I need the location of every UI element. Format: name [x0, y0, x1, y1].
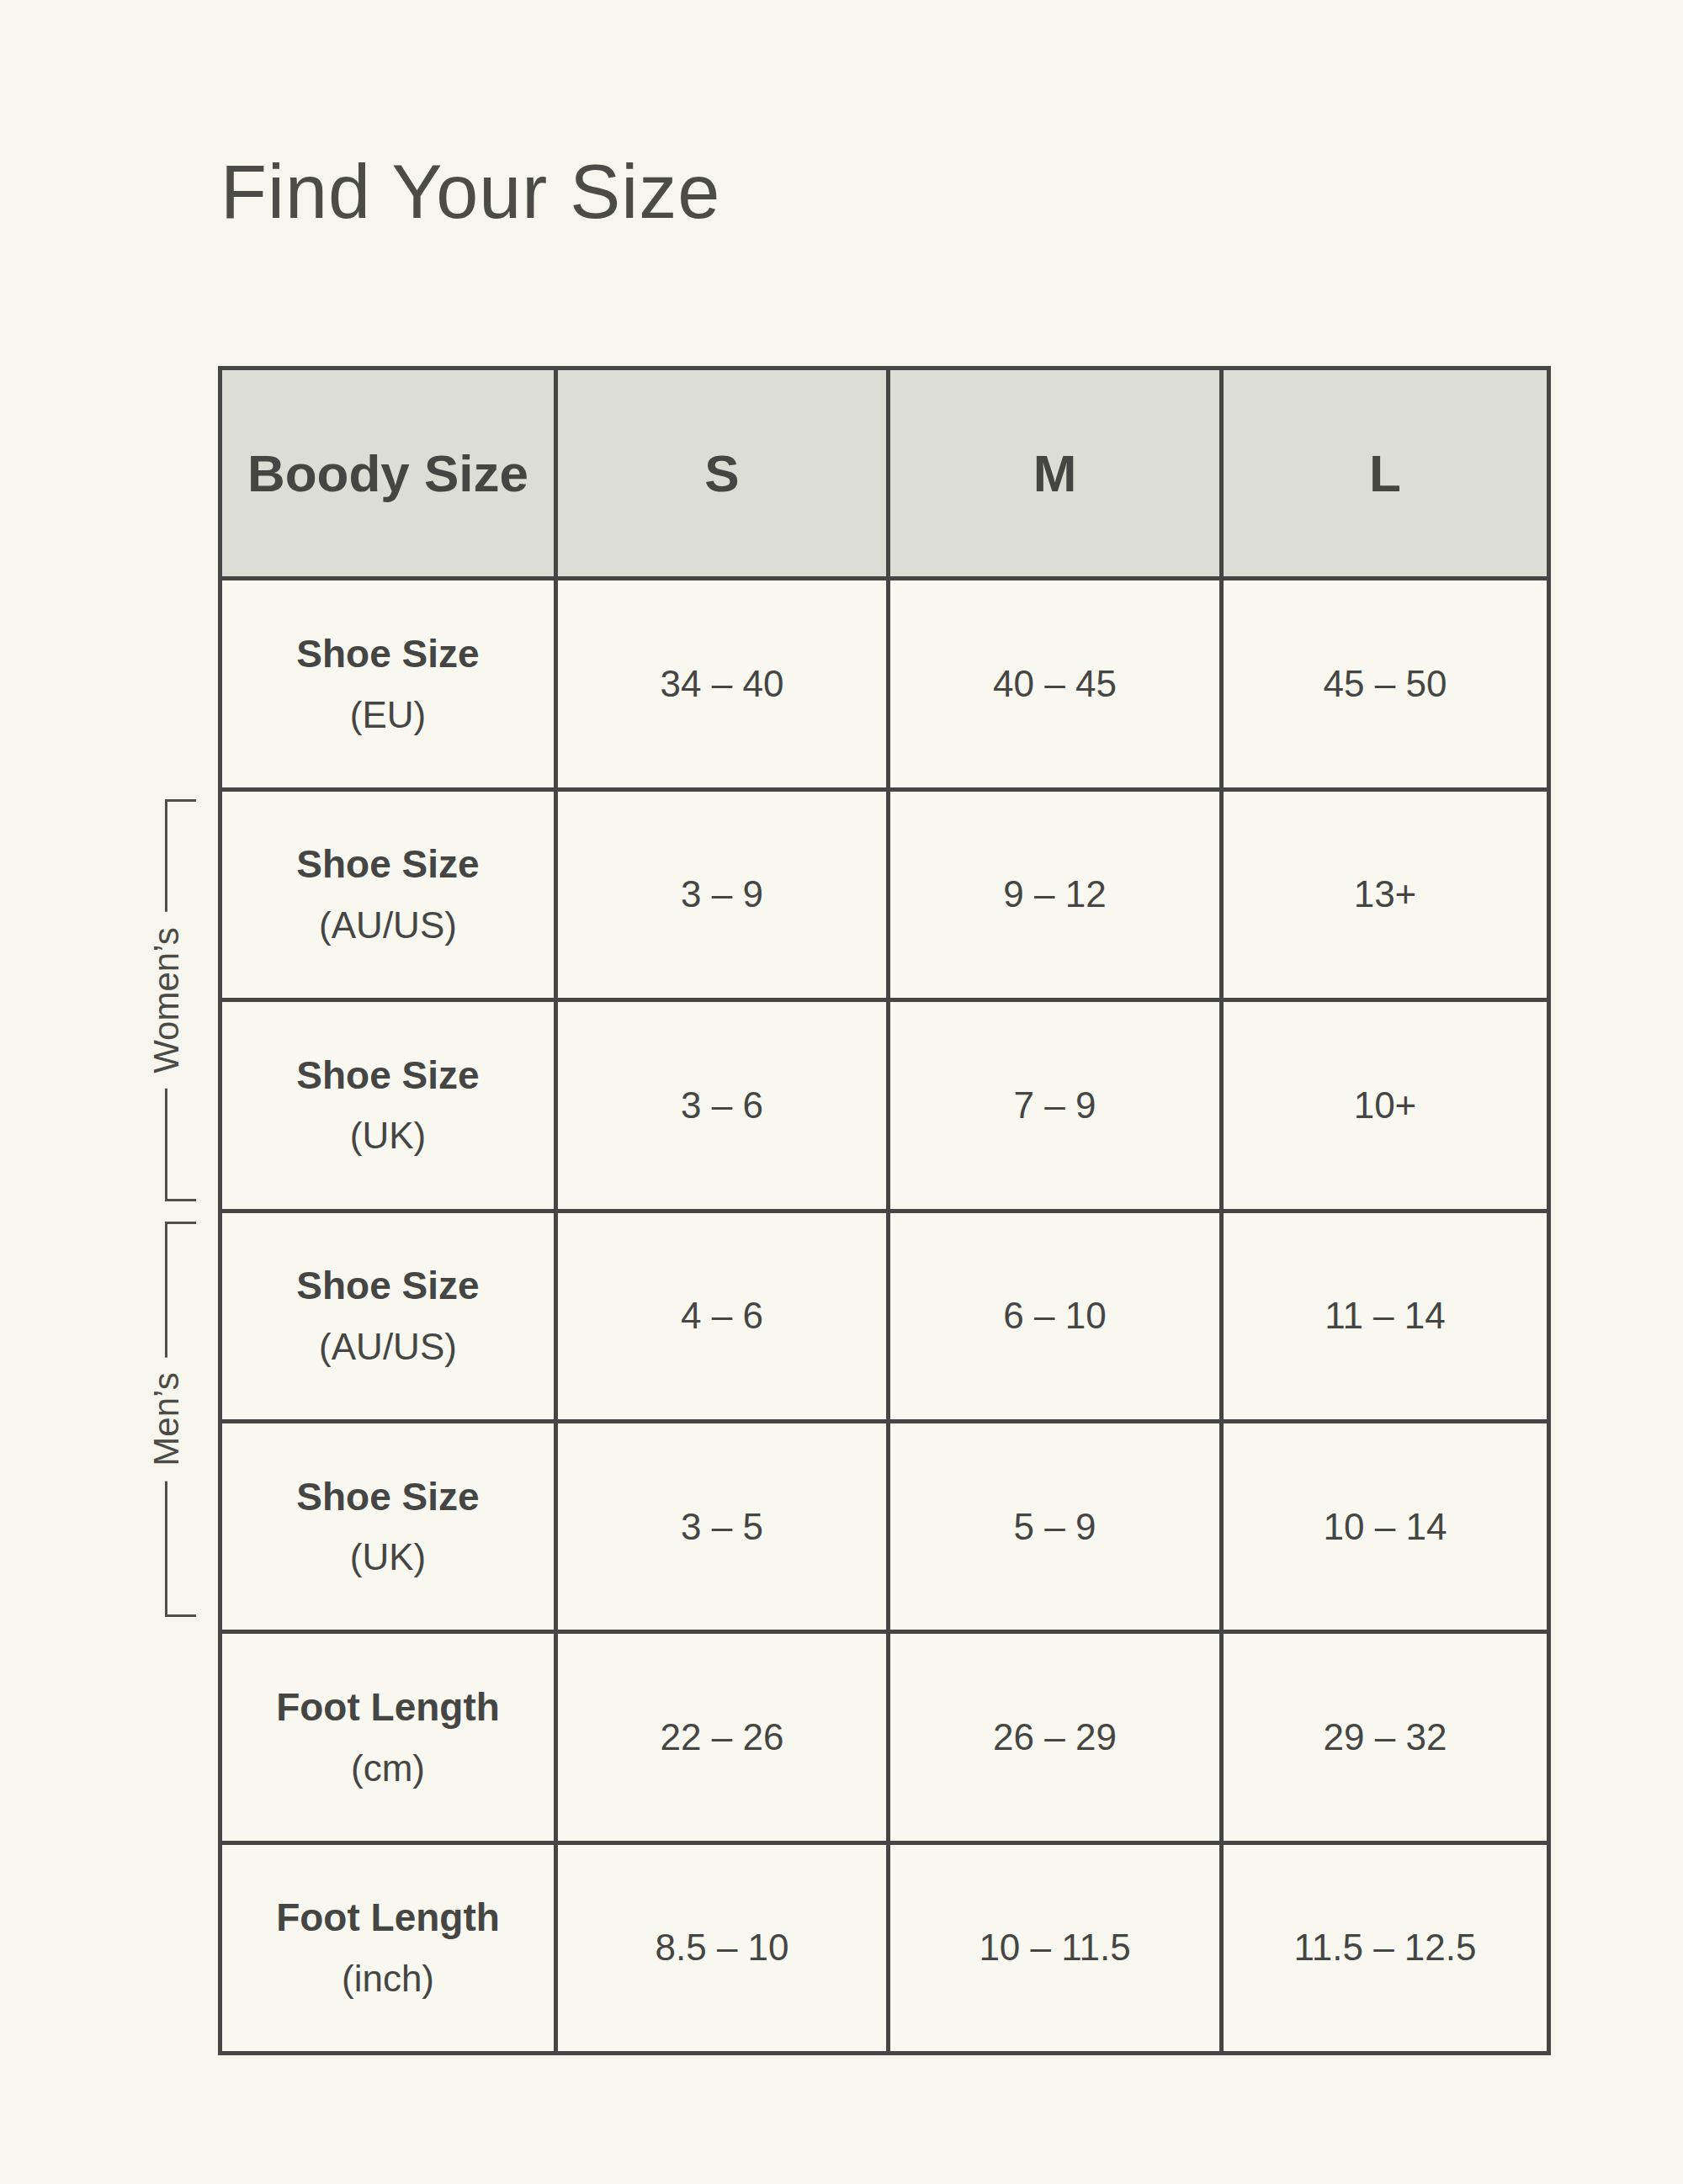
value-cell: 10 – 11.5 — [890, 1845, 1219, 2051]
row-header-shoe-size-eu: Shoe Size (EU) — [222, 580, 554, 787]
row-sublabel: (cm) — [351, 1739, 425, 1798]
value-cell: 13+ — [1224, 792, 1547, 998]
value-cell: 10 – 14 — [1224, 1423, 1547, 1630]
value-cell: 3 – 5 — [558, 1423, 886, 1630]
cell-value: 3 – 9 — [681, 873, 763, 915]
cell-value: 11.5 – 12.5 — [1294, 1927, 1477, 1969]
page-root: Find Your Size Boody Size S M L Shoe Siz… — [0, 0, 1683, 2184]
value-cell: 11.5 – 12.5 — [1224, 1845, 1547, 2051]
row-label: Shoe Size — [296, 1255, 479, 1317]
row-label: Foot Length — [276, 1677, 500, 1739]
cell-value: 7 – 9 — [1014, 1084, 1096, 1126]
cell-value: 8.5 – 10 — [655, 1927, 788, 1969]
value-cell: 22 – 26 — [558, 1634, 886, 1840]
row-header-shoe-size-uk-womens: Shoe Size (UK) — [222, 1002, 554, 1208]
womens-group-label: Women’s — [146, 912, 185, 1089]
column-header-size-l: L — [1224, 370, 1547, 576]
value-cell: 7 – 9 — [890, 1002, 1219, 1208]
value-cell: 8.5 – 10 — [558, 1845, 886, 2051]
cell-value: 6 – 10 — [1003, 1295, 1106, 1337]
row-header-shoe-size-uk-mens: Shoe Size (UK) — [222, 1423, 554, 1630]
value-cell: 45 – 50 — [1224, 580, 1547, 787]
row-sublabel: (inch) — [342, 1949, 434, 2008]
column-header-size-m: M — [890, 370, 1219, 576]
cell-value: 3 – 5 — [681, 1506, 763, 1548]
womens-group-bracket: Women’s — [165, 799, 196, 1201]
row-label: Shoe Size — [296, 623, 479, 686]
row-label: Foot Length — [276, 1887, 500, 1949]
cell-value: 45 – 50 — [1324, 663, 1447, 705]
value-cell: 34 – 40 — [558, 580, 886, 787]
cell-value: 5 – 9 — [1014, 1506, 1096, 1548]
row-header-foot-length-inch: Foot Length (inch) — [222, 1845, 554, 2051]
cell-value: 10 – 11.5 — [979, 1927, 1130, 1969]
row-sublabel: (UK) — [350, 1106, 426, 1165]
value-cell: 26 – 29 — [890, 1634, 1219, 1840]
value-cell: 40 – 45 — [890, 580, 1219, 787]
cell-value: 40 – 45 — [993, 663, 1117, 705]
cell-value: 10+ — [1354, 1084, 1417, 1126]
row-label: Shoe Size — [296, 1045, 479, 1107]
cell-value: 13+ — [1354, 873, 1417, 915]
row-sublabel: (EU) — [350, 686, 426, 745]
value-cell: 3 – 6 — [558, 1002, 886, 1208]
cell-value: 22 – 26 — [661, 1716, 784, 1758]
cell-value: 29 – 32 — [1324, 1716, 1447, 1758]
value-cell: 9 – 12 — [890, 792, 1219, 998]
value-cell: 4 – 6 — [558, 1213, 886, 1419]
cell-value: 4 – 6 — [681, 1295, 763, 1337]
cell-value: 26 – 29 — [993, 1716, 1117, 1758]
row-sublabel: (UK) — [350, 1528, 426, 1587]
size-chart-table: Boody Size S M L Shoe Size (EU) 34 – 40 … — [218, 366, 1551, 2055]
cell-value: 9 – 12 — [1003, 873, 1106, 915]
row-sublabel: (AU/US) — [319, 896, 457, 955]
value-cell: 10+ — [1224, 1002, 1547, 1208]
cell-value: 3 – 6 — [681, 1084, 763, 1126]
column-header-boody-size: Boody Size — [222, 370, 554, 576]
cell-value: 34 – 40 — [661, 663, 784, 705]
value-cell: 29 – 32 — [1224, 1634, 1547, 1840]
row-label: Shoe Size — [296, 1466, 479, 1529]
cell-value: 10 – 14 — [1324, 1506, 1447, 1548]
value-cell: 3 – 9 — [558, 792, 886, 998]
row-sublabel: (AU/US) — [319, 1317, 457, 1376]
mens-group-bracket: Men’s — [165, 1222, 196, 1617]
value-cell: 5 – 9 — [890, 1423, 1219, 1630]
row-header-shoe-size-auus-mens: Shoe Size (AU/US) — [222, 1213, 554, 1419]
page-title: Find Your Size — [220, 154, 720, 230]
mens-group-label: Men’s — [146, 1357, 185, 1481]
cell-value: 11 – 14 — [1325, 1295, 1446, 1337]
column-header-size-s: S — [558, 370, 886, 576]
row-header-shoe-size-auus-womens: Shoe Size (AU/US) — [222, 792, 554, 998]
value-cell: 11 – 14 — [1224, 1213, 1547, 1419]
row-header-foot-length-cm: Foot Length (cm) — [222, 1634, 554, 1840]
value-cell: 6 – 10 — [890, 1213, 1219, 1419]
row-label: Shoe Size — [296, 834, 479, 896]
